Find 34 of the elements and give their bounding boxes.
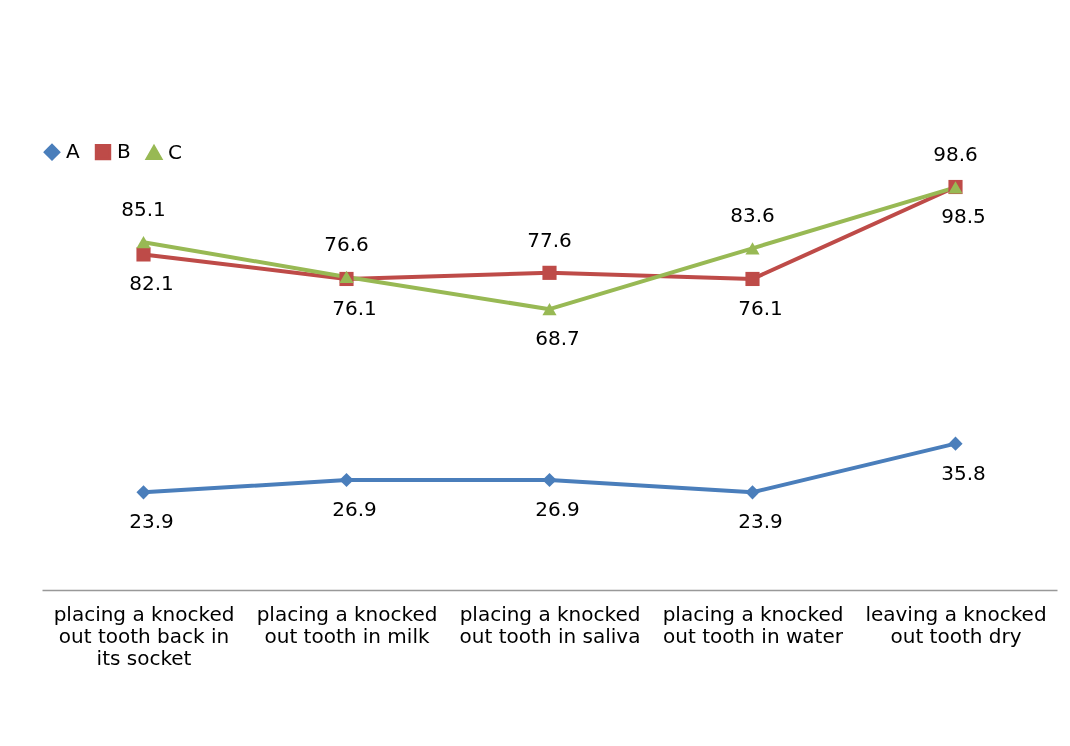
legend-label: B (117, 139, 131, 164)
data-label: 83.6 (730, 203, 775, 228)
data-label: 76.1 (738, 295, 783, 320)
point (542, 265, 557, 280)
x-tick-label: placing a knocked out tooth back in its socket (53, 601, 235, 670)
point (136, 485, 151, 500)
legend-label: A (66, 139, 80, 164)
point (339, 472, 354, 488)
data-label: 85.1 (121, 197, 166, 222)
data-label: 26.9 (332, 497, 377, 522)
point (542, 303, 557, 316)
data-label: 98.6 (933, 142, 978, 166)
point (136, 236, 151, 249)
data-label: 77.6 (527, 227, 572, 252)
point (745, 271, 760, 287)
point (542, 472, 557, 488)
data-label: 68.7 (535, 326, 580, 351)
x-tick-label: placing a knocked out tooth in water (662, 601, 844, 648)
point (136, 247, 151, 262)
x-tick-label: placing a knocked out tooth in milk (256, 601, 438, 648)
point (948, 436, 963, 451)
point (745, 242, 760, 255)
data-label: 26.9 (535, 497, 580, 522)
data-label: 23.9 (129, 509, 174, 534)
data-label: 98.5 (941, 204, 986, 229)
data-label: 23.9 (738, 509, 783, 534)
data-label: 76.1 (332, 295, 377, 320)
x-tick-label: placing a knocked out tooth in saliva (459, 601, 641, 648)
point (745, 485, 760, 500)
legend-label: C (168, 139, 182, 164)
data-label: 35.8 (941, 460, 986, 485)
data-label: 76.6 (324, 231, 369, 256)
x-tick-label: leaving a knocked out tooth dry (865, 601, 1047, 648)
data-label: 82.1 (129, 271, 174, 296)
